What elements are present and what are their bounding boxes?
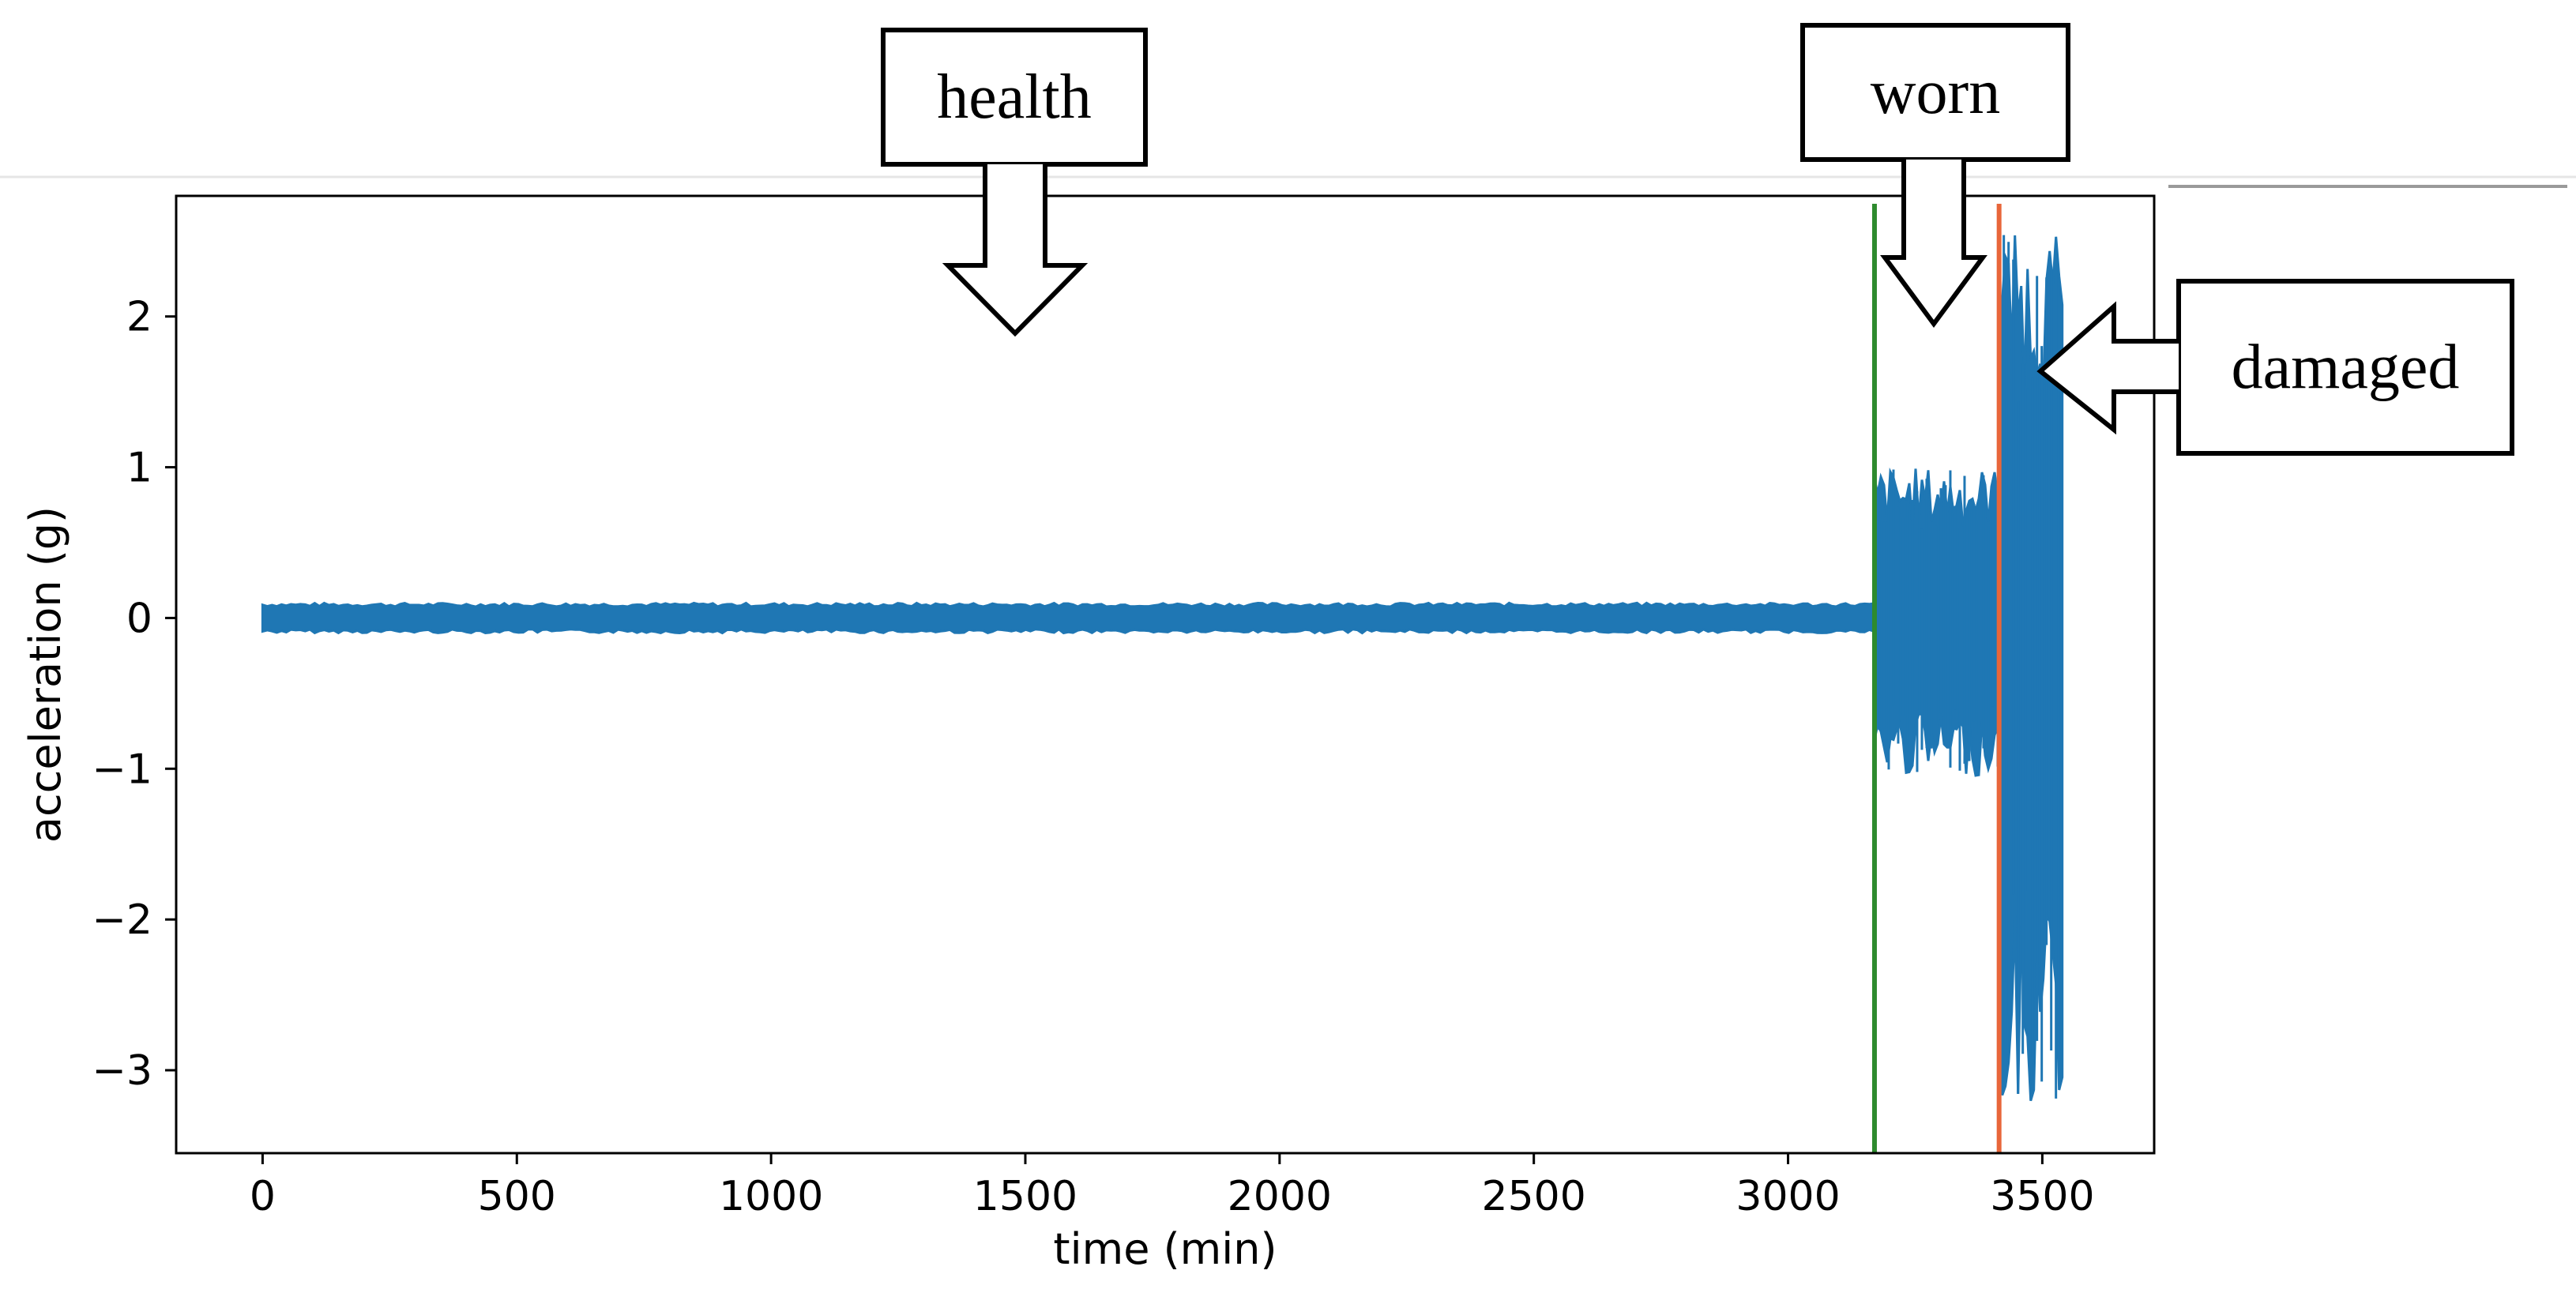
plot-frame bbox=[175, 194, 2156, 1155]
annotation-label: health bbox=[937, 62, 1091, 132]
x-axis-label: time (min) bbox=[1053, 1224, 1277, 1274]
annotation-arrow bbox=[1880, 160, 1987, 329]
y-axis-label: acceleration (g) bbox=[21, 506, 70, 843]
annotation-arrow bbox=[2036, 301, 2179, 435]
plot-background bbox=[176, 196, 2154, 1153]
y-tick-label: −3 bbox=[92, 1047, 152, 1095]
y-tick-label: −1 bbox=[92, 746, 152, 793]
axes: 0 500 1000 1500 2000 2500 3000 3500 −3 −2 −1 0 1 2 bbox=[92, 194, 2156, 1220]
x-tick-label: 1000 bbox=[719, 1173, 823, 1220]
y-tick-label: 1 bbox=[126, 445, 152, 492]
annotation-label: damaged bbox=[2232, 333, 2460, 402]
x-tick-label: 2500 bbox=[1482, 1173, 1586, 1220]
annotation-box bbox=[2176, 279, 2514, 456]
annotation-health: health bbox=[881, 28, 1148, 337]
x-tick-label: 0 bbox=[250, 1173, 276, 1220]
x-tick-label: 1500 bbox=[973, 1173, 1077, 1220]
vertical-markers bbox=[1871, 204, 2002, 1153]
y-tick-label: 0 bbox=[126, 595, 152, 642]
annotation-box bbox=[881, 28, 1148, 167]
x-tick-label: 500 bbox=[478, 1173, 556, 1220]
y-tick-label: −2 bbox=[92, 896, 152, 944]
x-tick-label: 2000 bbox=[1228, 1173, 1332, 1220]
annotation-box bbox=[1800, 23, 2070, 162]
y-tick-label: 2 bbox=[126, 294, 152, 341]
signal-segment bbox=[261, 601, 1875, 635]
decor-lines bbox=[0, 175, 2576, 188]
x-tick-label: 3000 bbox=[1736, 1173, 1840, 1220]
x-tick-label: 3500 bbox=[1990, 1173, 2094, 1220]
annotation-damaged: damaged bbox=[2036, 279, 2514, 456]
annotation-arrow bbox=[942, 164, 1089, 337]
annotations: health worn damaged bbox=[881, 23, 2514, 456]
annotation-worn: worn bbox=[1800, 23, 2070, 329]
annotation-label: worn bbox=[1871, 58, 2000, 127]
plot-area bbox=[176, 196, 2154, 1153]
